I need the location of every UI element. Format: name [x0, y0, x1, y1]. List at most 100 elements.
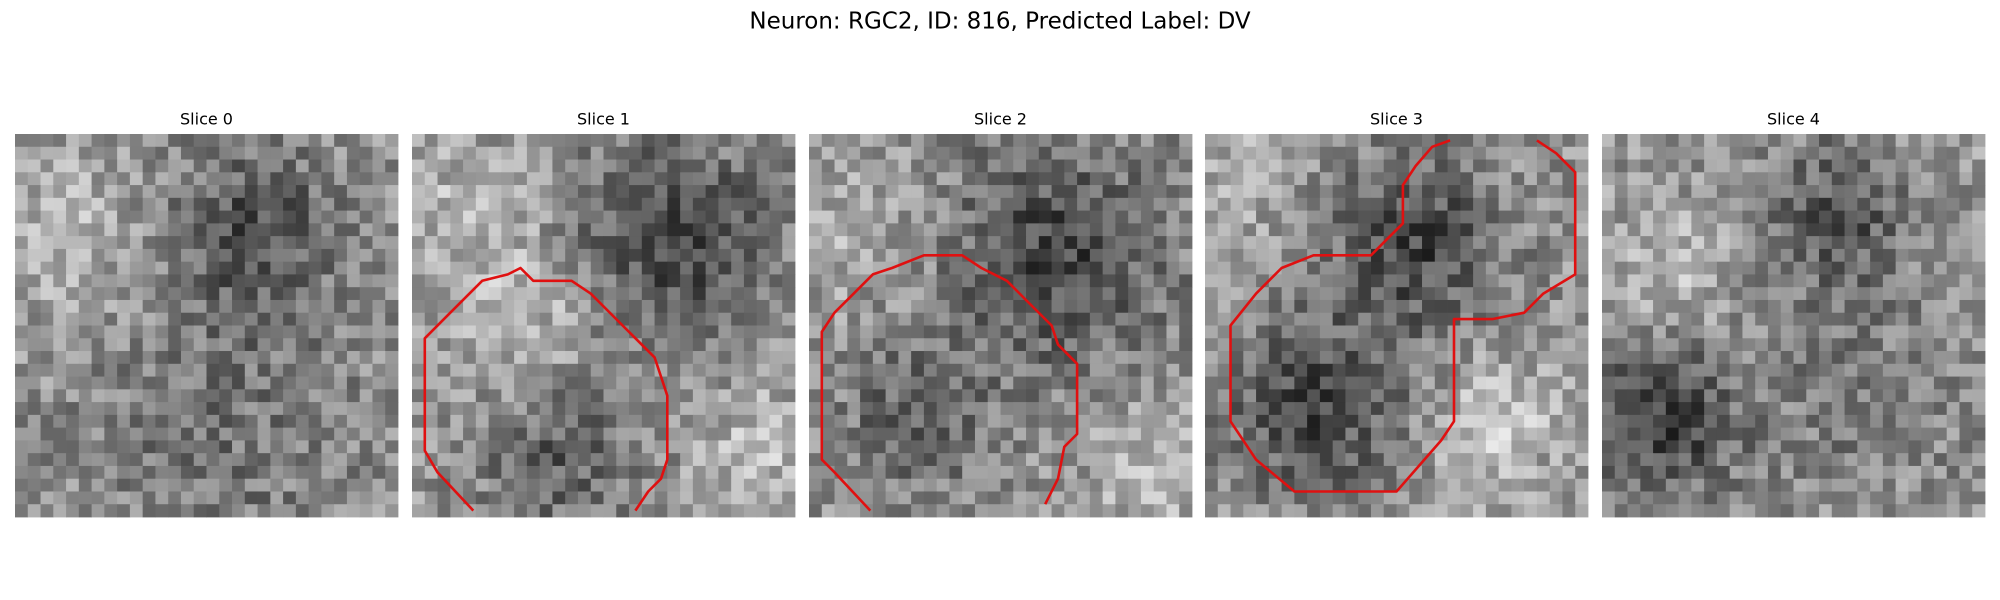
pixel: [1153, 325, 1167, 339]
pixel: [1102, 210, 1116, 224]
pixel: [692, 134, 707, 148]
pixel: [232, 197, 246, 211]
pixel: [168, 223, 182, 237]
pixel: [295, 504, 310, 518]
pixel: [1000, 312, 1014, 326]
pixel: [1908, 261, 1922, 275]
pixel: [1345, 146, 1359, 160]
pixel: [1217, 210, 1231, 224]
pixel: [1000, 402, 1014, 416]
pixel: [78, 146, 92, 160]
pixel: [1857, 376, 1871, 390]
pixel: [565, 236, 579, 250]
pixel: [667, 325, 681, 339]
pixel: [1831, 274, 1845, 288]
pixel: [885, 389, 899, 403]
pixel: [450, 248, 464, 263]
pixel: [1051, 261, 1065, 275]
pixel: [860, 236, 874, 250]
pixel: [565, 414, 579, 429]
pixel: [1653, 312, 1667, 326]
pixel: [860, 299, 874, 314]
pixel: [1793, 159, 1807, 173]
pixel: [1716, 465, 1731, 480]
pixel: [1767, 504, 1782, 518]
pixel: [1844, 491, 1858, 505]
pixel: [1614, 427, 1628, 441]
pixel: [1946, 351, 1960, 365]
pixel: [475, 159, 489, 173]
pixel: [1972, 453, 1986, 467]
pixel: [987, 504, 1001, 518]
pixel: [860, 248, 874, 263]
pixel: [155, 338, 169, 352]
pixel: [898, 312, 912, 326]
pixel: [1498, 146, 1512, 160]
pixel: [1026, 223, 1040, 237]
pixel: [834, 146, 848, 160]
pixel: [1000, 325, 1014, 339]
pixel: [142, 504, 156, 518]
pixel: [911, 504, 925, 518]
pixel: [603, 440, 617, 454]
pixel: [40, 491, 54, 505]
pixel: [1946, 453, 1960, 467]
pixel: [1640, 185, 1654, 199]
pixel: [1640, 159, 1654, 173]
pixel: [1562, 248, 1576, 263]
pixel: [1857, 236, 1871, 250]
pixel: [1882, 172, 1897, 186]
pixel: [475, 197, 489, 211]
pixel: [603, 351, 617, 365]
pixel: [321, 287, 335, 301]
pixel: [1678, 491, 1692, 505]
pixel: [346, 185, 361, 199]
pixel: [488, 440, 502, 454]
pixel: [898, 389, 912, 403]
pixel: [1742, 427, 1756, 441]
pixel: [923, 210, 938, 224]
pixel: [552, 465, 566, 480]
pixel: [809, 504, 823, 518]
pixel: [885, 236, 899, 250]
pixel: [1946, 185, 1960, 199]
pixel: [1153, 478, 1167, 492]
pixel: [1780, 414, 1794, 429]
pixel: [1857, 325, 1871, 339]
pixel: [552, 414, 566, 429]
pixel: [590, 159, 604, 173]
pixel: [412, 210, 426, 224]
pixel: [1524, 453, 1538, 467]
pixel: [308, 338, 322, 352]
pixel: [180, 376, 195, 390]
pixel: [526, 146, 541, 160]
pixel: [1678, 236, 1692, 250]
pixel: [283, 427, 297, 441]
pixel: [1447, 478, 1461, 492]
pixel: [1166, 312, 1180, 326]
pixel: [1115, 172, 1129, 186]
pixel: [987, 402, 1001, 416]
pixel: [168, 504, 182, 518]
pixel: [104, 299, 118, 314]
pixel: [1806, 389, 1820, 403]
pixel: [949, 185, 963, 199]
pixel: [667, 453, 681, 467]
pixel: [1064, 261, 1078, 275]
pixel: [385, 236, 399, 250]
pixel: [667, 389, 681, 403]
pixel: [1498, 440, 1512, 454]
pixel: [1793, 376, 1807, 390]
pixel: [667, 134, 681, 148]
pixel: [667, 185, 681, 199]
pixel: [1319, 504, 1334, 518]
pixel: [1678, 261, 1692, 275]
pixel: [385, 146, 399, 160]
pixel: [1933, 491, 1948, 505]
pixel: [1383, 146, 1397, 160]
pixel: [1370, 427, 1385, 441]
pixel: [488, 312, 502, 326]
pixel: [1370, 299, 1385, 314]
pixel: [1716, 134, 1731, 148]
pixel: [1179, 146, 1193, 160]
